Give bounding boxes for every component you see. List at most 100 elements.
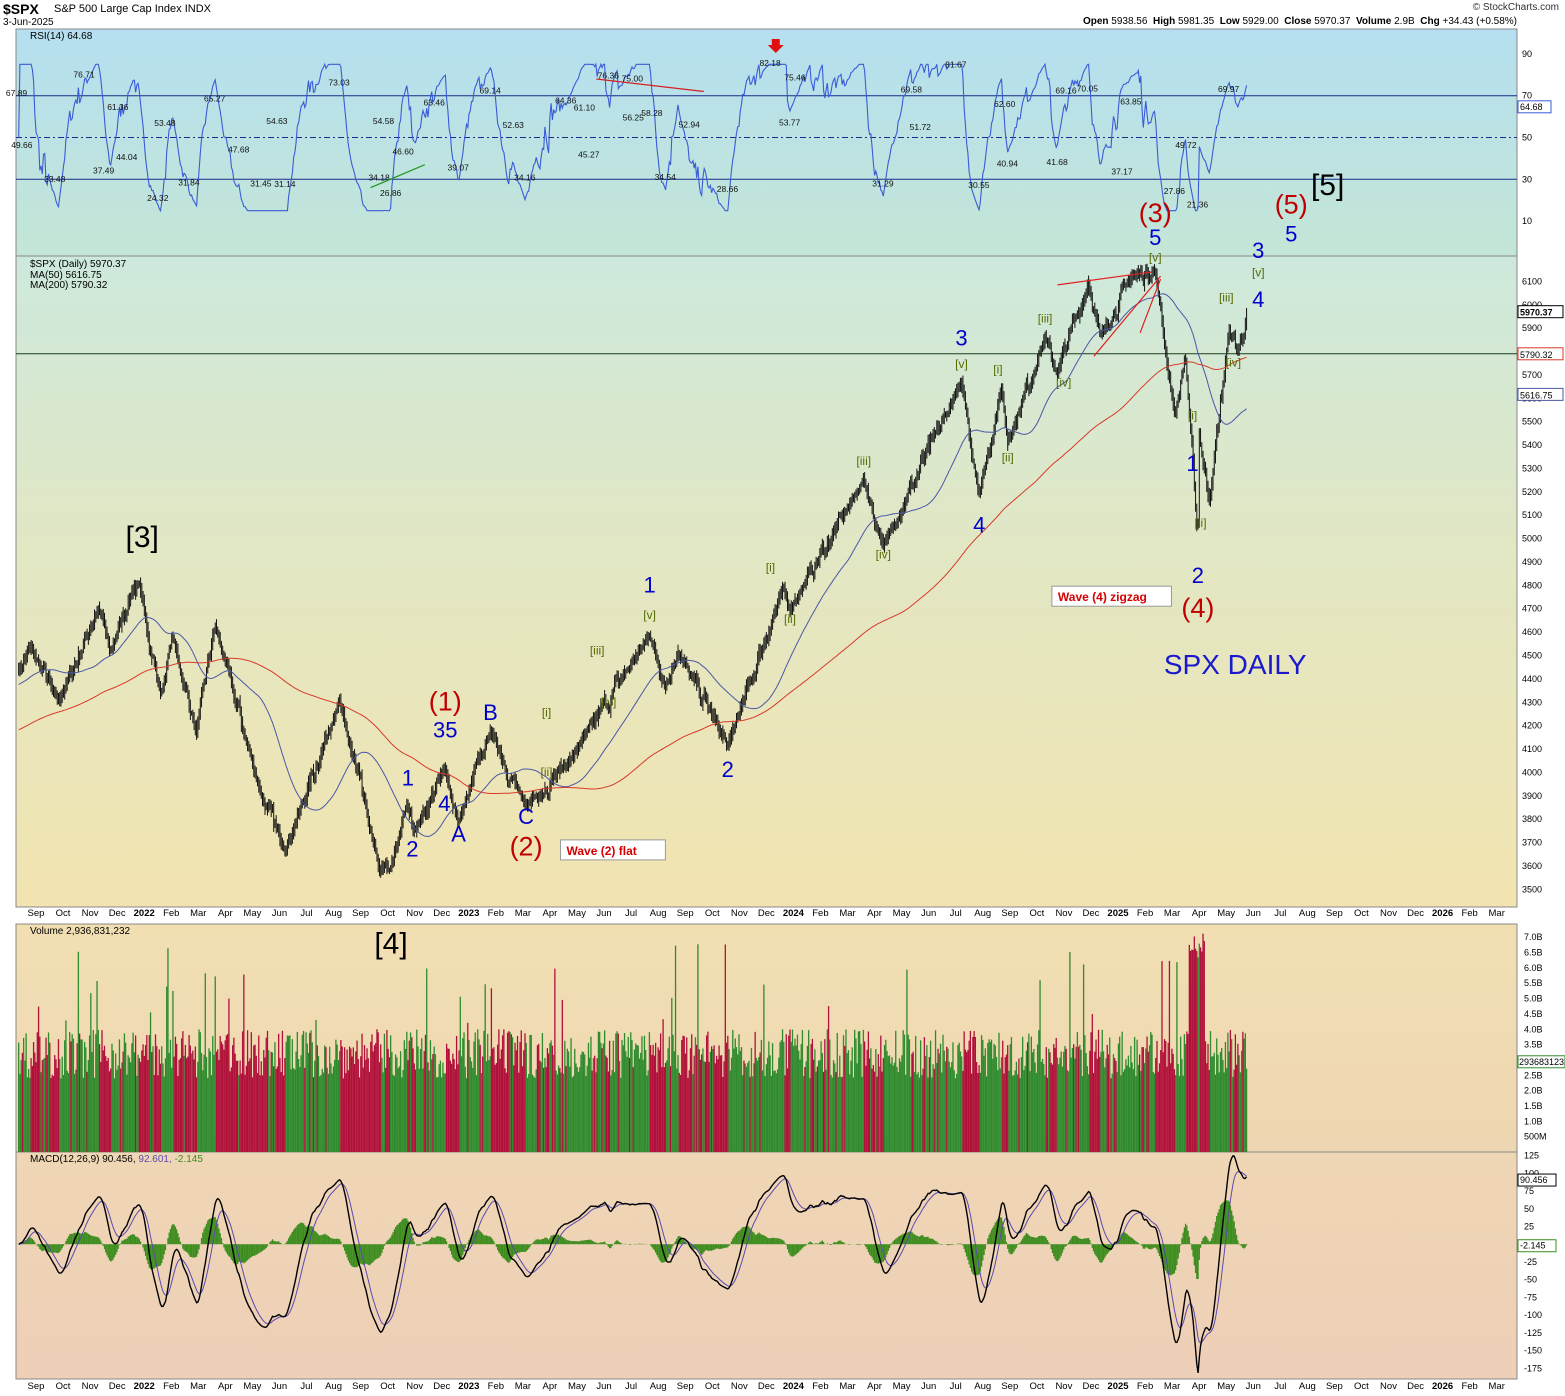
rsi-value-label: 28.66 [717, 184, 739, 194]
price-right-value: 5790.32 [1520, 350, 1553, 360]
x-tick-label: Apr [543, 1381, 558, 1392]
macd-tick-50: 50 [1524, 1204, 1534, 1214]
rsi-value-label: 40.94 [997, 158, 1019, 168]
x-tick-label: Feb [163, 1381, 179, 1392]
chart-date: 3-Jun-2025 [3, 17, 54, 28]
rsi-value-label: 67.89 [6, 88, 28, 98]
wave-label: [5] [1311, 169, 1344, 202]
rsi-value-label: 58.28 [641, 108, 663, 118]
wave-label: A [451, 821, 466, 846]
x-tick-label: Nov [82, 908, 99, 919]
x-tick-label: Apr [1192, 908, 1207, 919]
ohlc-readout: Open 5938.56 High 5981.35 Low 5929.00 Cl… [1082, 16, 1517, 27]
price-tick-5500: 5500 [1522, 417, 1542, 427]
x-tick-label: Oct [1354, 1381, 1369, 1392]
x-tick-label: Feb [1461, 908, 1477, 919]
rsi-value-label: 26.86 [380, 188, 402, 198]
wave-label: 2 [722, 757, 734, 782]
x-tick-label: May [1217, 908, 1235, 919]
rsi-value-label: 31.84 [178, 177, 200, 187]
rsi-tick-90: 90 [1522, 49, 1532, 59]
x-tick-label: Mar [1164, 1381, 1180, 1392]
x-tick-label: Dec [1407, 908, 1424, 919]
rsi-value-label: 63.85 [1120, 97, 1142, 107]
x-tick-label: Feb [488, 908, 504, 919]
rsi-value-label: 44.04 [116, 152, 138, 162]
volume-tick: 4.5B [1524, 1009, 1543, 1019]
wave-label: [iv] [1056, 376, 1071, 390]
rsi-value-label: 34.18 [368, 173, 390, 183]
rsi-last-value: 64.68 [1520, 102, 1543, 112]
ma50-line [18, 293, 1247, 838]
x-tick-label: Mar [190, 908, 206, 919]
wave-label: B [483, 700, 498, 725]
x-tick-label: Apr [218, 908, 233, 919]
wedge-break-line [1139, 278, 1162, 334]
x-tick-label: Aug [650, 1381, 667, 1392]
x-tick-label: Oct [1354, 908, 1369, 919]
rsi-last-box [1517, 100, 1552, 114]
volume-tick: 5.0B [1524, 994, 1543, 1004]
rsi-value-label: 34.16 [514, 173, 536, 183]
price-tick-4200: 4200 [1522, 721, 1542, 731]
x-tick-label: Nov [1380, 908, 1397, 919]
x-tick-label: Oct [380, 1381, 395, 1392]
volume-tick: 2.5B [1524, 1070, 1543, 1080]
price-tick-5100: 5100 [1522, 510, 1542, 520]
x-tick-label: 2022 [134, 908, 155, 919]
x-tick-label: Feb [163, 908, 179, 919]
rsi-value-label: 61.36 [107, 102, 129, 112]
x-tick-label: Nov [82, 1381, 99, 1392]
rsi-value-label: 53.77 [779, 118, 801, 128]
rsi-value-label: 34.54 [655, 172, 677, 182]
rsi-value-label: 69.58 [901, 85, 923, 95]
rsi-value-label: 49.66 [11, 140, 33, 150]
price-tick-4800: 4800 [1522, 580, 1542, 590]
rsi-value-label: 30.55 [968, 180, 990, 190]
price-tick-5000: 5000 [1522, 534, 1542, 544]
x-tick-label: Mar [190, 1381, 206, 1392]
rsi-value-label: 49.72 [1175, 140, 1197, 150]
rsi-value-label: 53.48 [154, 118, 176, 128]
macd-tick--75: -75 [1524, 1292, 1537, 1302]
rsi-support-line [370, 164, 426, 189]
price-value-box [1517, 305, 1564, 319]
rsi-value-label: 21.36 [1187, 199, 1209, 209]
wave-label: 4 [1252, 287, 1264, 312]
rsi-value-label: 69.16 [1055, 85, 1077, 95]
x-tick-label: Jun [921, 1381, 936, 1392]
stockcharts-brand: © StockCharts.com [1472, 2, 1559, 13]
x-tick-label: Dec [758, 1381, 775, 1392]
x-tick-label: May [243, 908, 261, 919]
rsi-value-label: 33.48 [44, 174, 66, 184]
volume-last-box [1517, 1055, 1565, 1069]
x-tick-label: Sep [28, 1381, 45, 1392]
x-tick-label: Jul [625, 1381, 637, 1392]
volume-tick: 2.0B [1524, 1086, 1543, 1096]
x-tick-label: Nov [1055, 1381, 1072, 1392]
x-tick-label: 2022 [134, 1381, 155, 1392]
price-tick-3500: 3500 [1522, 884, 1542, 894]
x-tick-label: Aug [974, 1381, 991, 1392]
wave-label: [v] [1252, 266, 1265, 280]
wave-label: 35 [433, 717, 457, 742]
price-tick-5700: 5700 [1522, 370, 1542, 380]
macd-tick-25: 25 [1524, 1221, 1534, 1231]
rsi-value-label: 82.18 [759, 58, 781, 68]
macd-panel: 1251007550250-25-50-75-100-125-150-17590… [18, 1151, 1557, 1373]
rsi-value-label: 37.17 [1111, 166, 1133, 176]
wave-label: 5 [1149, 225, 1161, 250]
x-tick-label: Feb [1137, 1381, 1153, 1392]
x-tick-label: Jun [272, 1381, 287, 1392]
x-tick-label: Nov [406, 908, 423, 919]
x-tick-label: Sep [1001, 1381, 1018, 1392]
wave-label: [i] [993, 363, 1002, 377]
rsi-legend: RSI(14) 64.68 [30, 31, 93, 42]
rsi-value-label: 75.46 [784, 72, 806, 82]
x-tick-label: Oct [1029, 1381, 1044, 1392]
wave-label: [v] [955, 357, 968, 371]
x-tick-label: Apr [867, 908, 882, 919]
rsi-value-label: 52.63 [503, 120, 525, 130]
x-tick-label: Oct [705, 908, 720, 919]
volume-tick: 6.5B [1524, 948, 1543, 958]
